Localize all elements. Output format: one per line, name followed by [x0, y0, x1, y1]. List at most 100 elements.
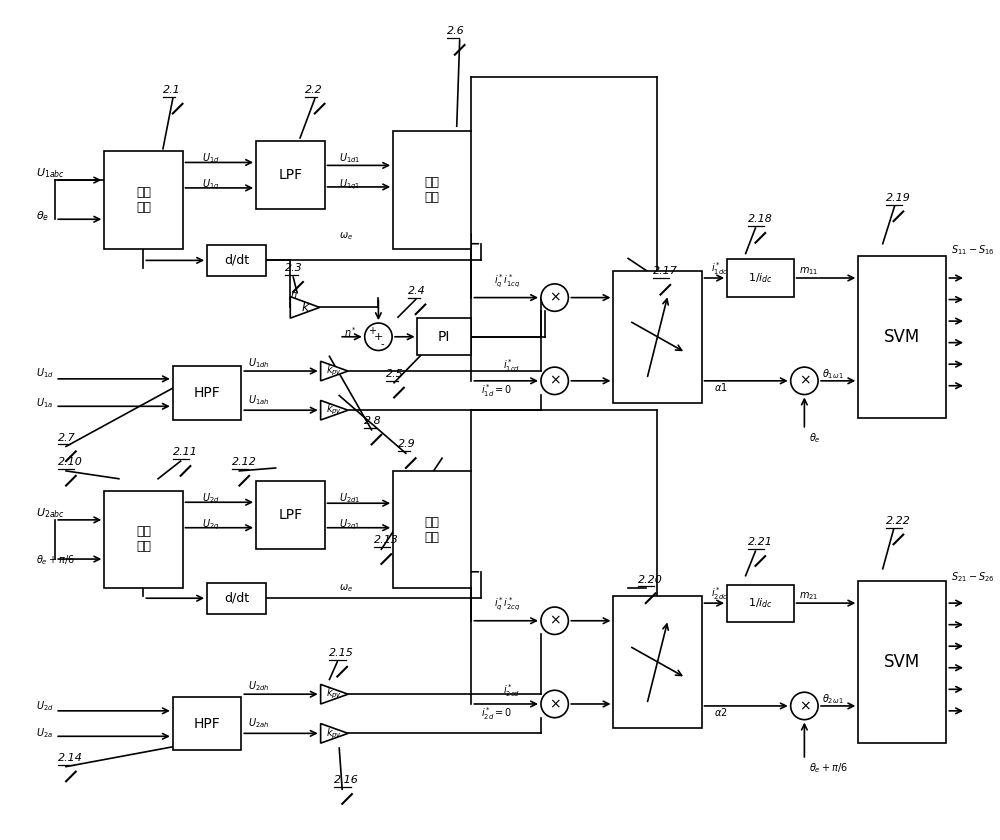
Circle shape — [541, 367, 568, 395]
Text: $n^*$: $n^*$ — [344, 325, 357, 339]
Text: $U_{1a}$: $U_{1a}$ — [36, 396, 53, 410]
Text: 2.2: 2.2 — [305, 85, 323, 95]
Text: LPF: LPF — [278, 508, 302, 522]
Text: SVM: SVM — [884, 328, 920, 346]
Text: SVM: SVM — [884, 653, 920, 671]
Text: HPF: HPF — [194, 386, 220, 400]
Circle shape — [541, 607, 568, 634]
Polygon shape — [321, 723, 348, 743]
Bar — [104, 491, 183, 589]
Bar — [613, 270, 702, 403]
Text: 2.7: 2.7 — [58, 433, 76, 443]
Text: $U_{2q}$: $U_{2q}$ — [202, 517, 220, 532]
Text: $U_{2dh}$: $U_{2dh}$ — [248, 680, 270, 693]
Text: $i_{1cd}^*$: $i_{1cd}^*$ — [503, 357, 520, 374]
Bar — [256, 480, 325, 549]
Text: 2.20: 2.20 — [638, 575, 663, 585]
Text: 坐标
变换: 坐标 变换 — [136, 526, 151, 554]
Bar — [393, 471, 471, 589]
Text: 2.5: 2.5 — [386, 369, 404, 379]
Text: $U_{2d}$: $U_{2d}$ — [36, 699, 53, 713]
Text: $U_{2q1}$: $U_{2q1}$ — [339, 517, 361, 532]
Polygon shape — [321, 361, 348, 381]
Text: $U_{2a}$: $U_{2a}$ — [36, 727, 53, 740]
Text: $i_{2cd}^*$: $i_{2cd}^*$ — [503, 682, 520, 699]
Text: 2.14: 2.14 — [58, 753, 83, 763]
Text: $i_q^*i_{1cq}^*$: $i_q^*i_{1cq}^*$ — [494, 272, 520, 290]
Text: 2.22: 2.22 — [886, 516, 911, 526]
Text: 2.10: 2.10 — [58, 457, 83, 467]
Text: +: + — [374, 332, 383, 342]
Text: $n$: $n$ — [290, 290, 298, 300]
Text: +: + — [368, 326, 376, 336]
Text: $\theta_e+\pi/6$: $\theta_e+\pi/6$ — [809, 761, 848, 774]
Bar — [207, 583, 266, 614]
Bar — [727, 585, 794, 622]
Text: $1/i_{dc}$: $1/i_{dc}$ — [748, 596, 773, 610]
Text: $m_{11}$: $m_{11}$ — [799, 265, 819, 277]
Text: $k_{pv}$: $k_{pv}$ — [326, 687, 342, 701]
Circle shape — [541, 284, 568, 312]
Text: $U_{1q1}$: $U_{1q1}$ — [339, 178, 361, 192]
Text: $U_{1dh}$: $U_{1dh}$ — [248, 356, 270, 370]
Text: $U_{1d}$: $U_{1d}$ — [36, 366, 53, 380]
Text: $\theta_e$: $\theta_e$ — [36, 209, 49, 223]
Text: $i_{2d}^*=0$: $i_{2d}^*=0$ — [481, 706, 512, 722]
Text: $\times$: $\times$ — [799, 374, 810, 388]
Bar — [256, 141, 325, 209]
Text: 坐标
变换: 坐标 变换 — [136, 186, 151, 213]
Text: 2.21: 2.21 — [748, 538, 772, 548]
Polygon shape — [290, 297, 320, 318]
Text: HPF: HPF — [194, 717, 220, 731]
Text: $\theta_e$: $\theta_e$ — [809, 431, 821, 444]
Circle shape — [541, 690, 568, 717]
Text: $\times$: $\times$ — [549, 291, 561, 305]
Text: 2.16: 2.16 — [334, 775, 359, 785]
Text: $\times$: $\times$ — [549, 374, 561, 388]
Circle shape — [365, 323, 392, 350]
Text: $\alpha2$: $\alpha2$ — [714, 706, 728, 718]
Bar — [207, 244, 266, 276]
Text: PI: PI — [438, 330, 450, 344]
Text: 2.1: 2.1 — [163, 85, 181, 95]
Bar — [393, 131, 471, 249]
Text: $U_{1d}$: $U_{1d}$ — [202, 152, 220, 165]
Polygon shape — [321, 401, 348, 420]
Text: k: k — [301, 301, 309, 314]
Text: d/dt: d/dt — [224, 591, 249, 605]
Text: 2.9: 2.9 — [398, 439, 416, 449]
Text: $\omega_e$: $\omega_e$ — [339, 230, 353, 242]
Text: $U_{2d}$: $U_{2d}$ — [202, 491, 220, 505]
Text: $i_q^*i_{2cq}^*$: $i_q^*i_{2cq}^*$ — [494, 596, 520, 613]
Text: $i_{2dc}^*$: $i_{2dc}^*$ — [711, 585, 728, 601]
Text: d/dt: d/dt — [224, 254, 249, 267]
Text: $U_{2d1}$: $U_{2d1}$ — [339, 491, 361, 505]
Circle shape — [791, 692, 818, 720]
Polygon shape — [321, 685, 348, 704]
Text: $\omega_e$: $\omega_e$ — [339, 582, 353, 595]
Text: $\times$: $\times$ — [799, 699, 810, 713]
Text: 2.19: 2.19 — [886, 192, 911, 202]
Text: $S_{11}-S_{16}$: $S_{11}-S_{16}$ — [951, 244, 995, 258]
Text: 2.15: 2.15 — [329, 648, 354, 658]
Text: $m_{21}$: $m_{21}$ — [799, 591, 819, 602]
Text: $S_{21}-S_{26}$: $S_{21}-S_{26}$ — [951, 570, 995, 584]
Text: $U_{1q}$: $U_{1q}$ — [202, 178, 220, 192]
Text: 2.6: 2.6 — [447, 26, 465, 36]
Bar — [173, 365, 241, 419]
Circle shape — [791, 367, 818, 395]
Text: 2.11: 2.11 — [173, 447, 198, 457]
Text: $\theta_{1\omega1}$: $\theta_{1\omega1}$ — [822, 367, 844, 381]
Bar — [727, 260, 794, 297]
Bar — [173, 696, 241, 750]
Text: 2.18: 2.18 — [748, 214, 772, 224]
Bar — [858, 256, 946, 417]
Text: 2.13: 2.13 — [374, 535, 398, 545]
Text: $i_{1d}^*=0$: $i_{1d}^*=0$ — [481, 382, 512, 399]
Bar — [613, 596, 702, 728]
Bar — [858, 581, 946, 743]
Text: $1/i_{dc}$: $1/i_{dc}$ — [748, 271, 773, 285]
Text: -: - — [381, 339, 384, 349]
Bar — [104, 150, 183, 249]
Text: $\theta_e+\pi/6$: $\theta_e+\pi/6$ — [36, 553, 75, 567]
